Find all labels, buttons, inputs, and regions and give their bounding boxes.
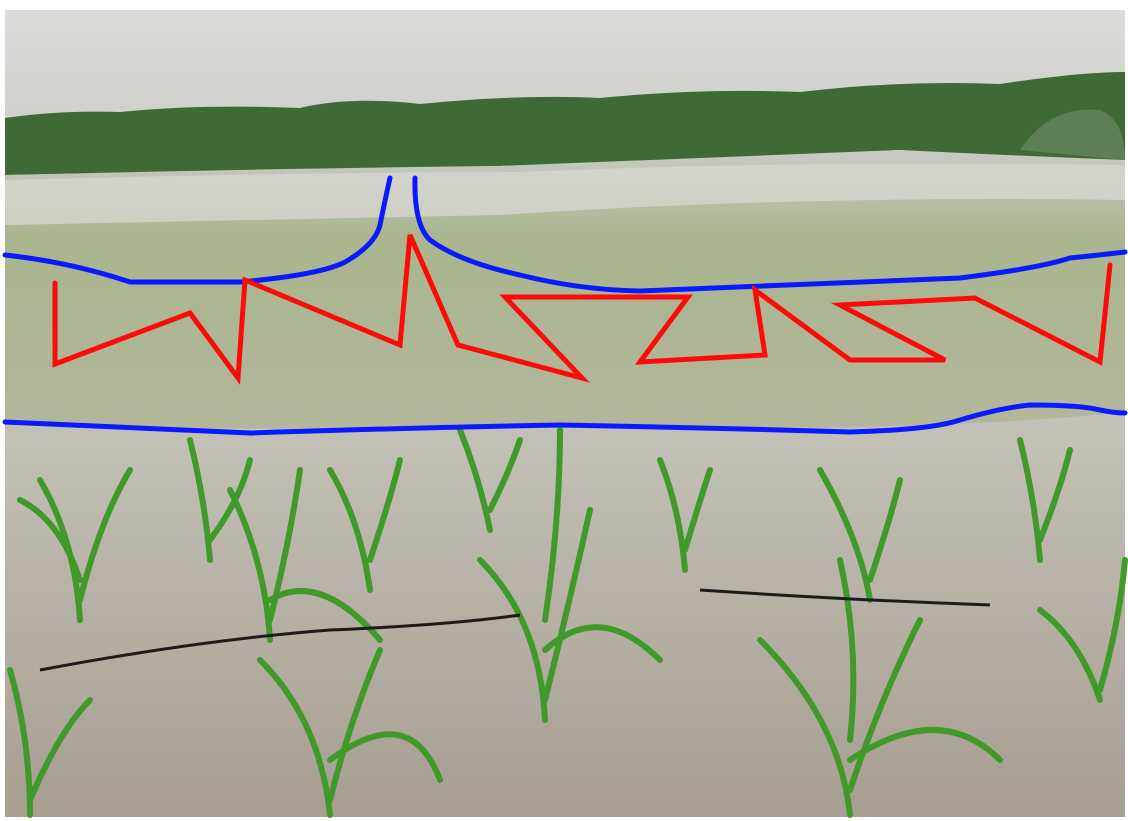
page: {} html, body { margin: 0; padding: 0; b… [0,0,1128,821]
photo [0,0,1128,821]
body [0,0,1128,821]
